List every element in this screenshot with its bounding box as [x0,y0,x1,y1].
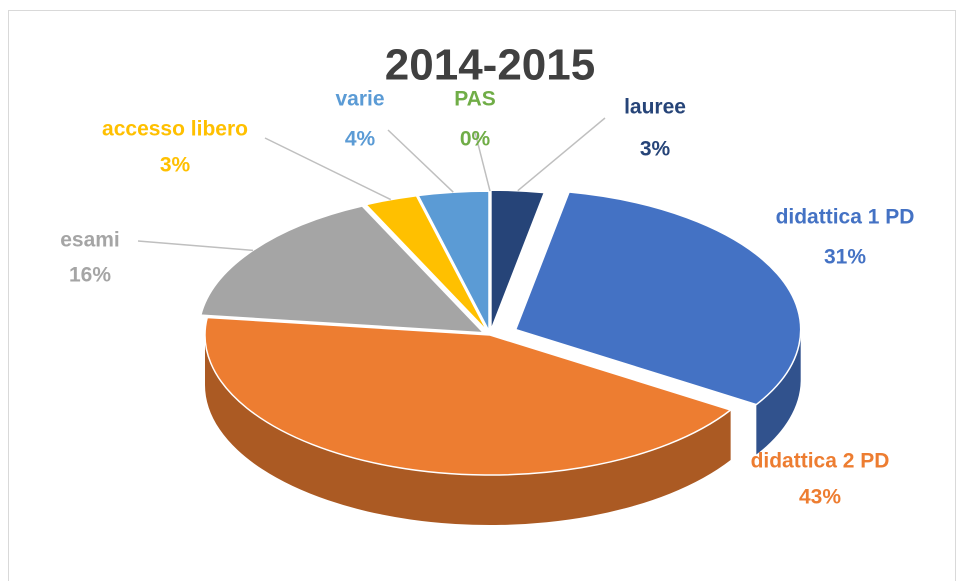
slice-side [756,329,801,455]
data-label-value: 3% [640,138,671,161]
data-label-value: 3% [160,154,191,177]
slice-sides [205,329,801,525]
data-label-name: PAS [454,88,496,111]
data-label-value: 0% [460,128,491,151]
data-label-name: lauree [624,96,686,119]
data-label-name: didattica 1 PD [776,206,915,229]
leader-line [264,137,392,201]
data-label-name: esami [60,229,120,252]
leader-line [137,240,254,252]
leader-line [474,131,491,192]
slice [514,191,802,406]
slice [204,316,733,476]
data-label-value: 4% [345,128,376,151]
slice-side [205,335,731,525]
data-label-name: varie [335,88,384,111]
data-label-value: 16% [69,264,111,287]
slice [199,205,486,334]
data-label-value: 31% [824,246,866,269]
chart-title: 2014-2015 [385,41,595,90]
leader-line [517,117,606,192]
slices [199,189,802,476]
slice [490,189,546,331]
slice [416,190,490,332]
data-label-name: didattica 2 PD [751,450,890,473]
data-label-name: accesso libero [102,118,248,141]
leader-line [387,129,454,193]
data-label-value: 43% [799,486,841,509]
